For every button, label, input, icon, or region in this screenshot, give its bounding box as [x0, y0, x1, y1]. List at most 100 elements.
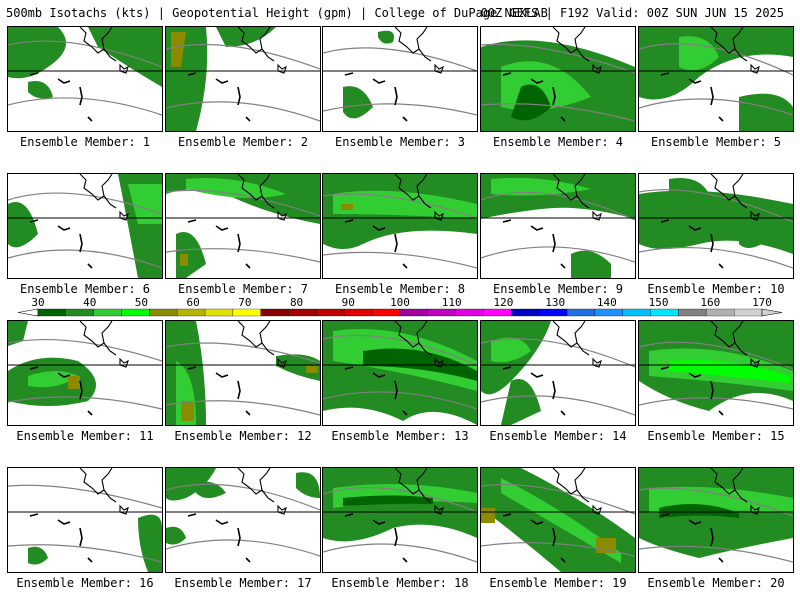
coastline [552, 468, 602, 515]
ensemble-member-label: Ensemble Member: 17 [174, 576, 312, 590]
lake-outline [344, 72, 408, 122]
colorbar-swatch [734, 308, 763, 317]
colorbar-swatch [149, 308, 178, 317]
height-contour [481, 542, 635, 557]
lake-outline [29, 513, 93, 563]
isotach-fill [739, 93, 793, 131]
isotach-map [166, 27, 320, 131]
isotach-fill [511, 84, 551, 121]
height-contour [323, 193, 477, 219]
coastline [237, 174, 287, 221]
colorbar-swatch [260, 308, 289, 317]
colorbar-swatch [204, 308, 234, 317]
isotach-fill [491, 177, 591, 196]
ensemble-member-label: Ensemble Member: 3 [334, 135, 466, 149]
colorbar-swatch [121, 308, 150, 317]
colorbar-tick-label: 80 [290, 296, 303, 309]
height-contour [323, 47, 477, 72]
colorbar-cap-left [17, 308, 39, 317]
isotach-fill [216, 27, 276, 47]
colorbar-tick-label: 140 [597, 296, 617, 309]
ensemble-member-label: Ensemble Member: 7 [177, 282, 309, 296]
isotach-fill [481, 508, 495, 523]
isotach-fill [378, 30, 394, 44]
isotach-fill [659, 504, 739, 518]
isotach-map [323, 468, 477, 563]
colorbar-swatch [678, 308, 707, 317]
lake-outline [29, 72, 93, 122]
coastline [79, 321, 129, 368]
isotach-map [639, 27, 793, 131]
ensemble-member-label: Ensemble Member: 14 [489, 429, 627, 443]
colorbar-swatch [539, 308, 568, 317]
ensemble-panel [638, 320, 794, 426]
isotach-fill [138, 514, 162, 572]
isotach-fill [491, 337, 531, 363]
ensemble-panel [638, 26, 794, 132]
isotach-fill [28, 546, 48, 565]
isotach-fill [68, 376, 80, 389]
colorbar-swatch [37, 308, 66, 317]
isotach-fill [8, 202, 38, 248]
coastline [79, 468, 129, 515]
colorbar-swatch [93, 308, 122, 317]
lake-outline [502, 72, 566, 122]
isotach-map [481, 27, 635, 131]
height-contour [639, 397, 793, 410]
height-contour [481, 191, 635, 221]
height-contour [481, 483, 635, 515]
isotach-fill [276, 354, 320, 381]
coastline [552, 321, 602, 368]
height-contour [8, 97, 162, 116]
coastline [237, 27, 287, 74]
colorbar-tick-label: 70 [238, 296, 251, 309]
height-contour [481, 103, 635, 122]
ensemble-member-label: Ensemble Member: 19 [489, 576, 627, 590]
colorbar-swatch [177, 308, 206, 317]
isotach-map [639, 321, 793, 416]
lake-outline [660, 513, 724, 563]
isotach-map [166, 468, 320, 563]
isotach-fill [166, 468, 216, 501]
isotach-fill [296, 472, 320, 498]
coastline [710, 468, 760, 515]
isotach-map [8, 468, 162, 572]
coastline [394, 174, 444, 221]
height-contour [639, 43, 793, 76]
valid-time: 00Z GEFS | F192 Valid: 00Z SUN JUN 15 20… [480, 6, 784, 20]
height-contour [481, 246, 635, 263]
height-contour [323, 251, 477, 269]
height-contour [323, 543, 477, 563]
coastline [552, 174, 602, 221]
ensemble-panel [480, 26, 636, 132]
colorbar-tick-label: 130 [545, 296, 565, 309]
colorbar-tick-label: 50 [135, 296, 148, 309]
height-contour [166, 189, 320, 217]
ensemble-member-label: Ensemble Member: 20 [647, 576, 785, 590]
isotach-map [323, 321, 477, 425]
ensemble-panel [480, 320, 636, 426]
height-contour [166, 342, 320, 364]
isotach-fill [341, 204, 353, 210]
lake-outline [660, 219, 724, 269]
height-contour [166, 400, 320, 416]
height-contour [166, 43, 320, 70]
ensemble-panel [165, 173, 321, 279]
colorbar-swatch [594, 308, 623, 317]
isotach-map [8, 27, 162, 122]
colorbar-swatch [65, 308, 94, 317]
height-contour [639, 246, 793, 269]
height-contour [166, 248, 320, 263]
colorbar-swatch [566, 308, 596, 317]
ensemble-member-label: Ensemble Member: 11 [16, 429, 154, 443]
height-contour [639, 341, 793, 370]
isotach-map [166, 321, 320, 425]
colorbar-swatch [232, 308, 261, 317]
height-contour [481, 395, 635, 416]
isotach-fill [343, 86, 373, 119]
isotach-map [8, 174, 162, 278]
ensemble-panel [322, 26, 478, 132]
colorbar-tick-label: 40 [83, 296, 96, 309]
lake-outline [344, 219, 408, 269]
ensemble-panel [638, 467, 794, 573]
